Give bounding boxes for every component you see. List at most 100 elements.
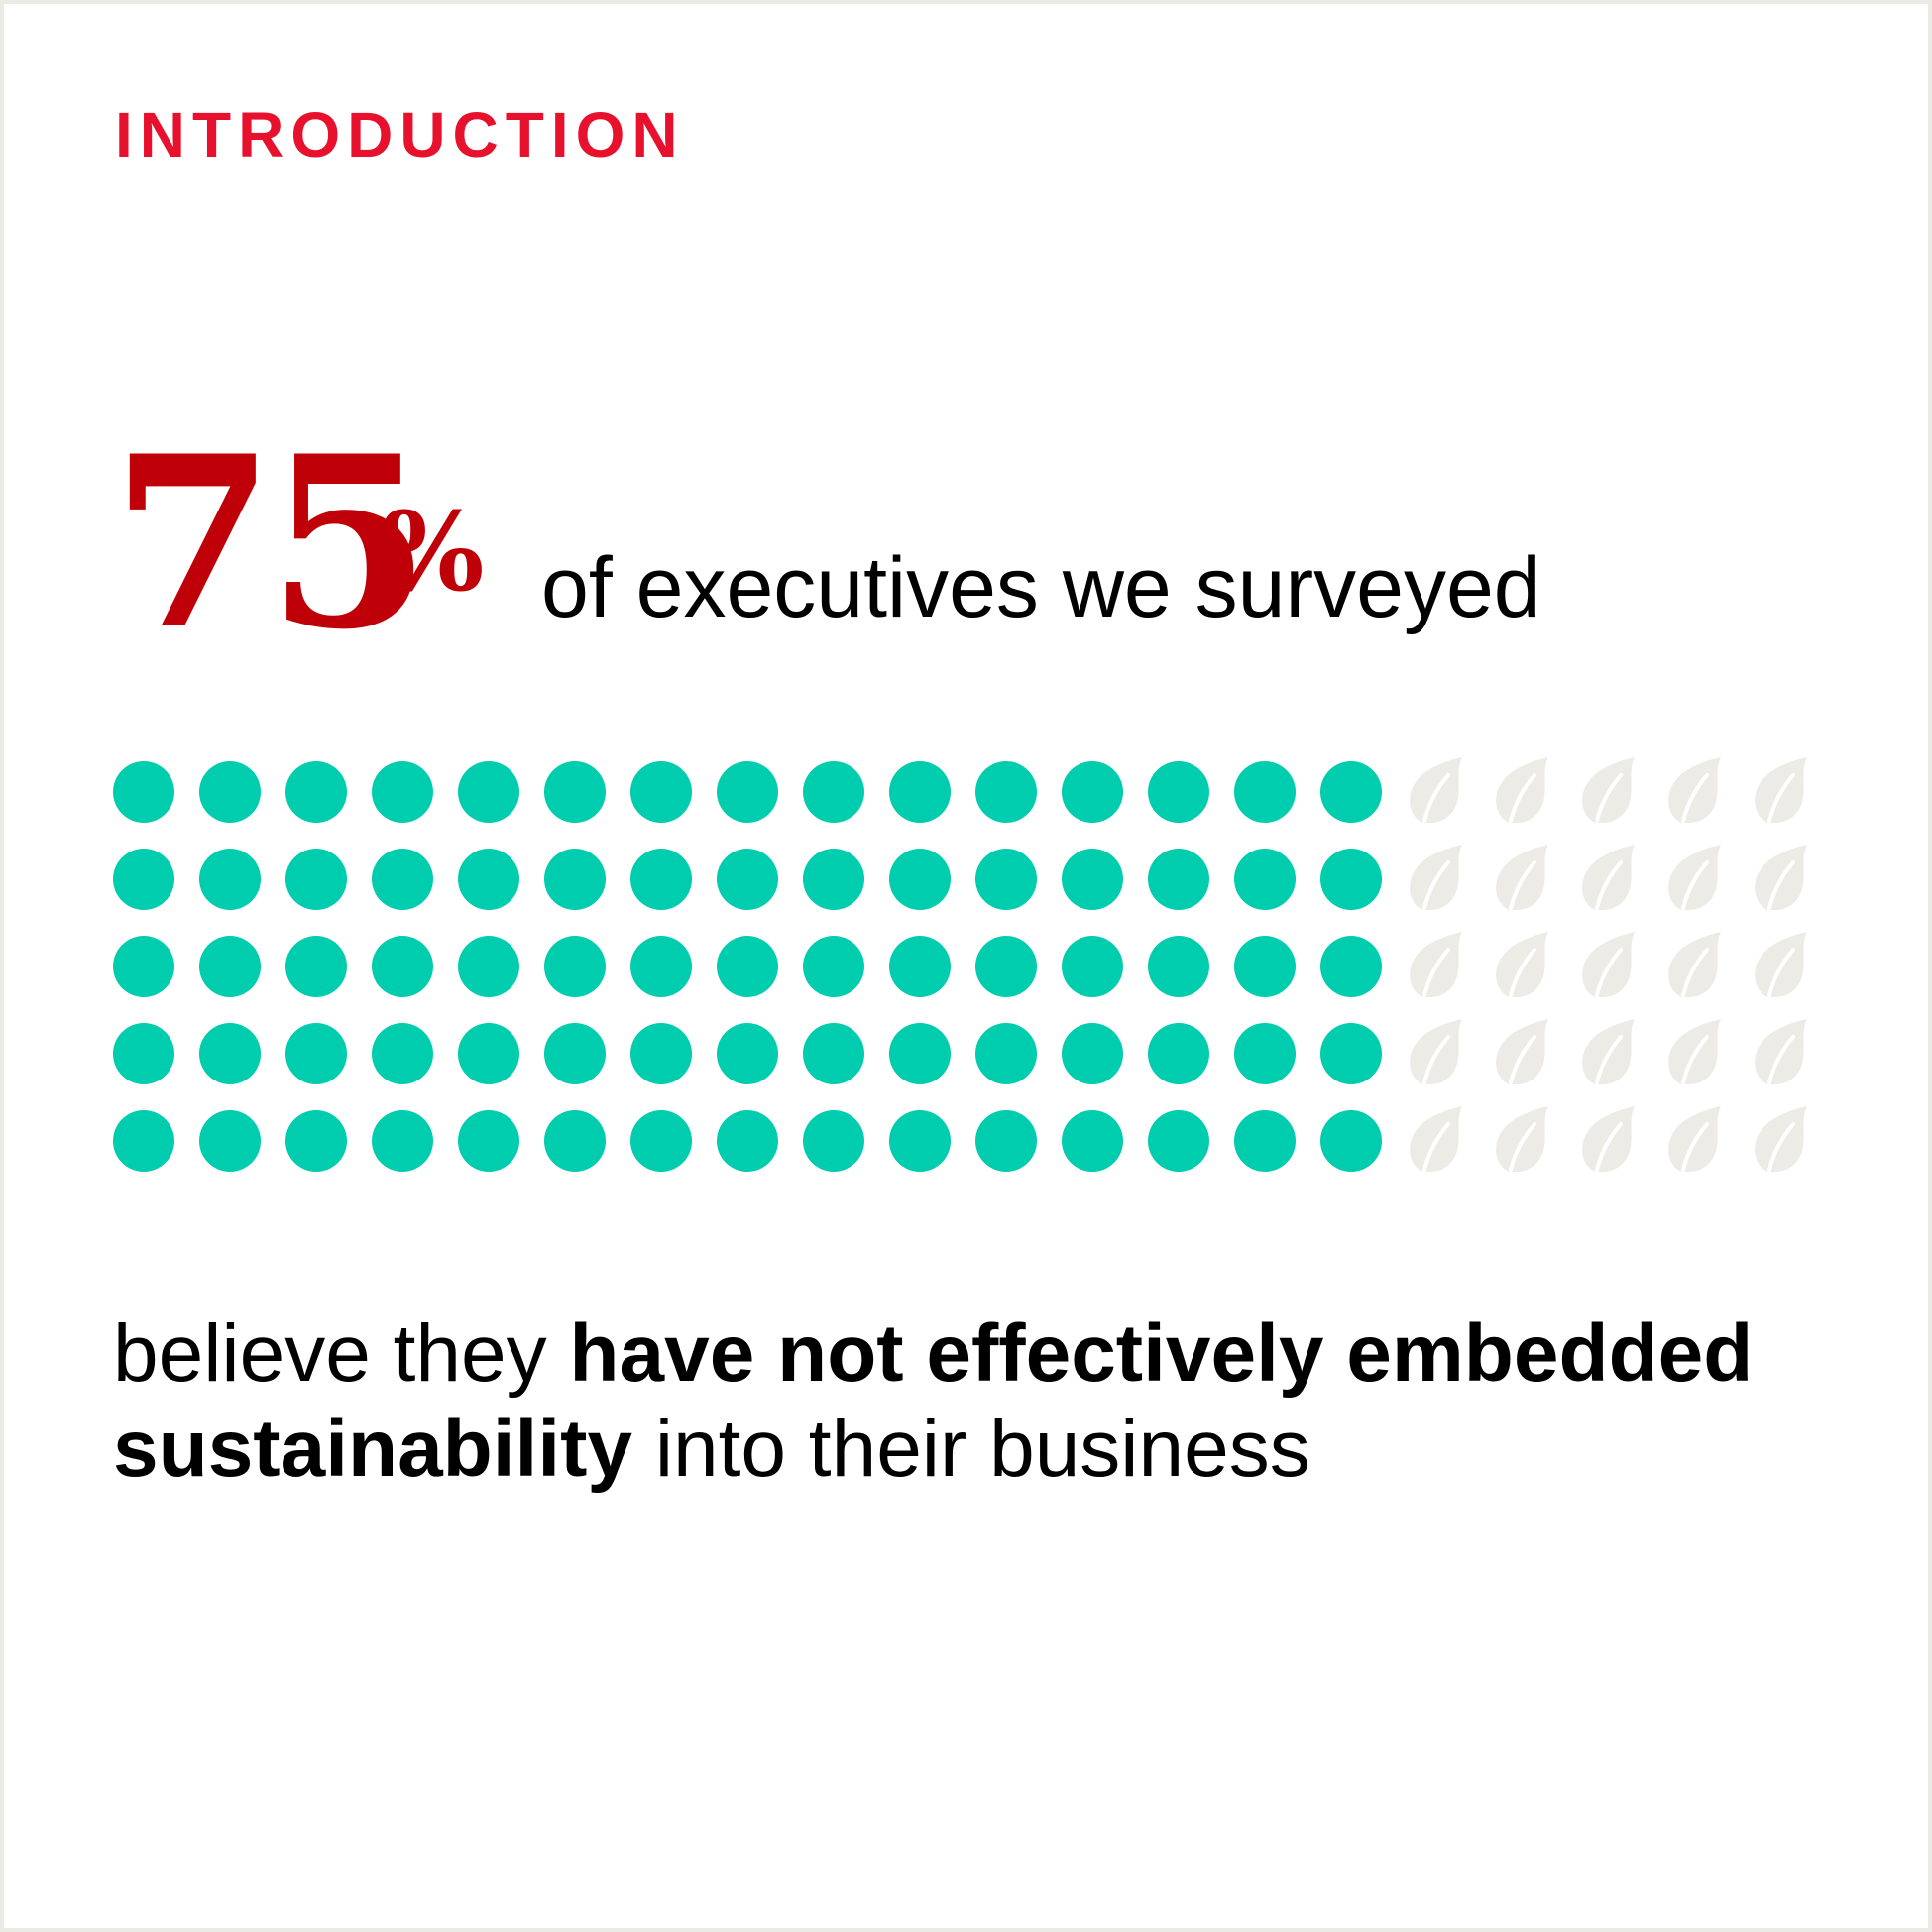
filled-dot	[199, 761, 261, 823]
filled-dot	[630, 936, 692, 997]
leaf-icon	[1577, 926, 1639, 999]
leaf-icon	[1750, 1013, 1811, 1086]
stat-unit: %	[381, 488, 485, 616]
filled-dot	[803, 1110, 864, 1172]
filled-dot	[372, 849, 433, 910]
filled-dot	[803, 1023, 864, 1084]
filled-dot	[372, 1023, 433, 1084]
filled-dot	[372, 761, 433, 823]
leaf-icon	[1405, 1100, 1466, 1174]
filled-dot	[889, 1110, 951, 1172]
filled-dot	[803, 849, 864, 910]
filled-dot	[199, 849, 261, 910]
filled-dot	[1234, 761, 1296, 823]
leaf-icon	[1491, 1013, 1552, 1086]
filled-dot	[975, 1110, 1037, 1172]
filled-dot	[458, 849, 519, 910]
filled-dot	[1148, 1023, 1209, 1084]
leaf-icon	[1750, 1100, 1811, 1174]
filled-dot	[113, 761, 174, 823]
leaf-icon	[1663, 751, 1725, 825]
statement-lead: believe they	[113, 1308, 570, 1399]
filled-dot	[803, 936, 864, 997]
filled-dot	[1320, 849, 1382, 910]
filled-dot	[1234, 1110, 1296, 1172]
filled-dot	[630, 849, 692, 910]
leaf-icon	[1405, 751, 1466, 825]
leaf-icon	[1491, 751, 1552, 825]
filled-dot	[803, 761, 864, 823]
leaf-icon	[1663, 1013, 1725, 1086]
filled-dot	[113, 849, 174, 910]
filled-dot	[285, 1110, 347, 1172]
filled-dot	[458, 761, 519, 823]
leaf-icon	[1491, 839, 1552, 912]
filled-dot	[975, 1023, 1037, 1084]
filled-dot	[1148, 849, 1209, 910]
leaf-icon	[1405, 926, 1466, 999]
filled-dot	[1148, 761, 1209, 823]
filled-dot	[372, 936, 433, 997]
filled-dot	[1062, 761, 1123, 823]
filled-dot	[1062, 936, 1123, 997]
filled-dot	[113, 1023, 174, 1084]
filled-dot	[544, 936, 606, 997]
filled-dot	[113, 936, 174, 997]
section-label: INTRODUCTION	[115, 99, 685, 170]
filled-dot	[975, 849, 1037, 910]
filled-dot	[717, 1110, 778, 1172]
statement-tail: into their business	[632, 1404, 1310, 1494]
filled-dot	[1320, 761, 1382, 823]
filled-dot	[199, 1110, 261, 1172]
leaf-icon	[1491, 926, 1552, 999]
filled-dot	[285, 761, 347, 823]
filled-dot	[113, 1110, 174, 1172]
filled-dot	[1062, 1023, 1123, 1084]
filled-dot	[544, 761, 606, 823]
filled-dot	[1234, 1023, 1296, 1084]
filled-dot	[889, 761, 951, 823]
leaf-icon	[1405, 839, 1466, 912]
filled-dot	[1234, 936, 1296, 997]
stat-number: 75	[111, 405, 431, 682]
filled-dot	[1234, 849, 1296, 910]
leaf-icon	[1663, 926, 1725, 999]
leaf-icon	[1750, 926, 1811, 999]
filled-dot	[458, 1110, 519, 1172]
filled-dot	[1062, 1110, 1123, 1172]
stat-caption: of executives we surveyed	[541, 540, 1541, 635]
filled-dot	[1320, 936, 1382, 997]
leaf-icon	[1577, 1013, 1639, 1086]
pictograph-grid	[113, 757, 1828, 1184]
leaf-icon	[1491, 1100, 1552, 1174]
filled-dot	[975, 936, 1037, 997]
filled-dot	[717, 1023, 778, 1084]
leaf-icon	[1663, 839, 1725, 912]
filled-dot	[889, 936, 951, 997]
leaf-icon	[1577, 1100, 1639, 1174]
filled-dot	[1320, 1110, 1382, 1172]
filled-dot	[1062, 849, 1123, 910]
filled-dot	[717, 761, 778, 823]
filled-dot	[1148, 936, 1209, 997]
filled-dot	[285, 1023, 347, 1084]
filled-dot	[717, 849, 778, 910]
filled-dot	[285, 936, 347, 997]
leaf-icon	[1663, 1100, 1725, 1174]
filled-dot	[717, 936, 778, 997]
filled-dot	[544, 1023, 606, 1084]
filled-dot	[975, 761, 1037, 823]
filled-dot	[544, 849, 606, 910]
filled-dot	[630, 761, 692, 823]
filled-dot	[889, 1023, 951, 1084]
filled-dot	[458, 936, 519, 997]
leaf-icon	[1577, 751, 1639, 825]
leaf-icon	[1577, 839, 1639, 912]
statement-bold: have not effectively embedded sustainabi…	[113, 1308, 1754, 1494]
filled-dot	[544, 1110, 606, 1172]
filled-dot	[372, 1110, 433, 1172]
filled-dot	[199, 936, 261, 997]
leaf-icon	[1750, 751, 1811, 825]
filled-dot	[199, 1023, 261, 1084]
